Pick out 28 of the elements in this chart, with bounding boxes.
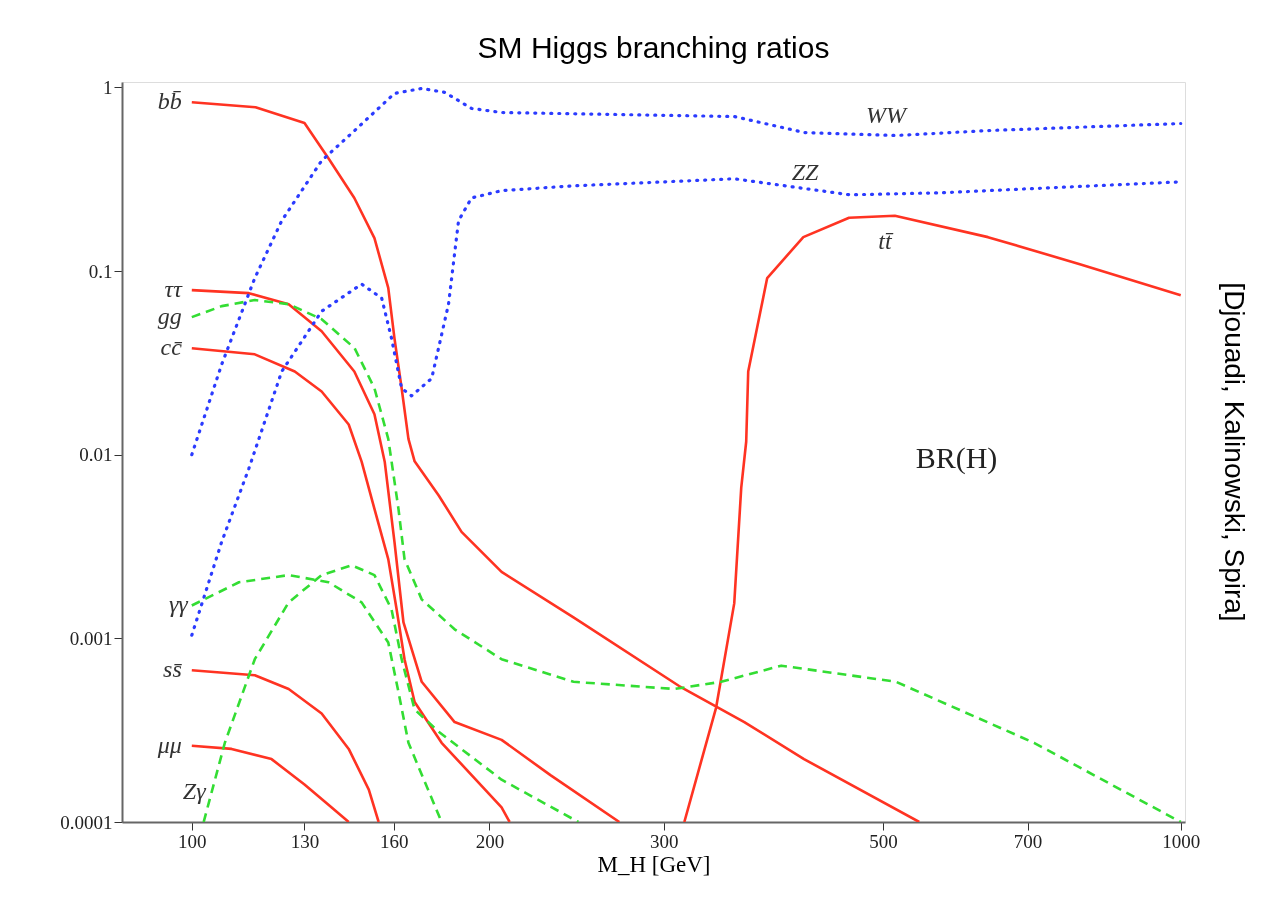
series-label: bb̄ xyxy=(157,88,182,115)
x-tick-label: 300 xyxy=(649,830,679,852)
y-tick-label: 0.001 xyxy=(69,627,113,649)
series-label: ZZ xyxy=(791,158,820,185)
x-tick-label: 130 xyxy=(290,830,320,852)
chart-title: SM Higgs branching ratios xyxy=(477,31,830,65)
x-tick-label: 200 xyxy=(475,830,505,852)
x-tick-label: 160 xyxy=(379,830,409,852)
annotation: BR(H) xyxy=(915,441,998,476)
y-tick-label: 0.1 xyxy=(88,260,113,282)
x-tick-label: 1000 xyxy=(1162,830,1201,852)
series-label: cc̄ xyxy=(160,334,183,361)
series-label: ττ xyxy=(164,276,184,303)
x-tick-label: 700 xyxy=(1013,830,1043,852)
series-label: Zγ xyxy=(182,778,207,804)
series-label: ss̄ xyxy=(163,656,182,683)
x-tick-label: 500 xyxy=(869,830,898,852)
y-tick-label: 0.01 xyxy=(79,444,113,466)
series-label: γγ xyxy=(168,591,189,618)
y-tick-label: 1 xyxy=(103,76,113,98)
y-tick-label: 0.0001 xyxy=(60,811,113,833)
series-label: μμ xyxy=(156,731,182,758)
series-label: gg xyxy=(157,303,182,330)
series-label: tt̄ xyxy=(878,227,894,254)
x-axis-title: M_H [GeV] xyxy=(597,851,711,877)
x-tick-label: 100 xyxy=(178,830,207,852)
series-label: WW xyxy=(865,101,908,128)
text: [Djouadi, Kalinowski, Spira] xyxy=(1219,282,1250,622)
